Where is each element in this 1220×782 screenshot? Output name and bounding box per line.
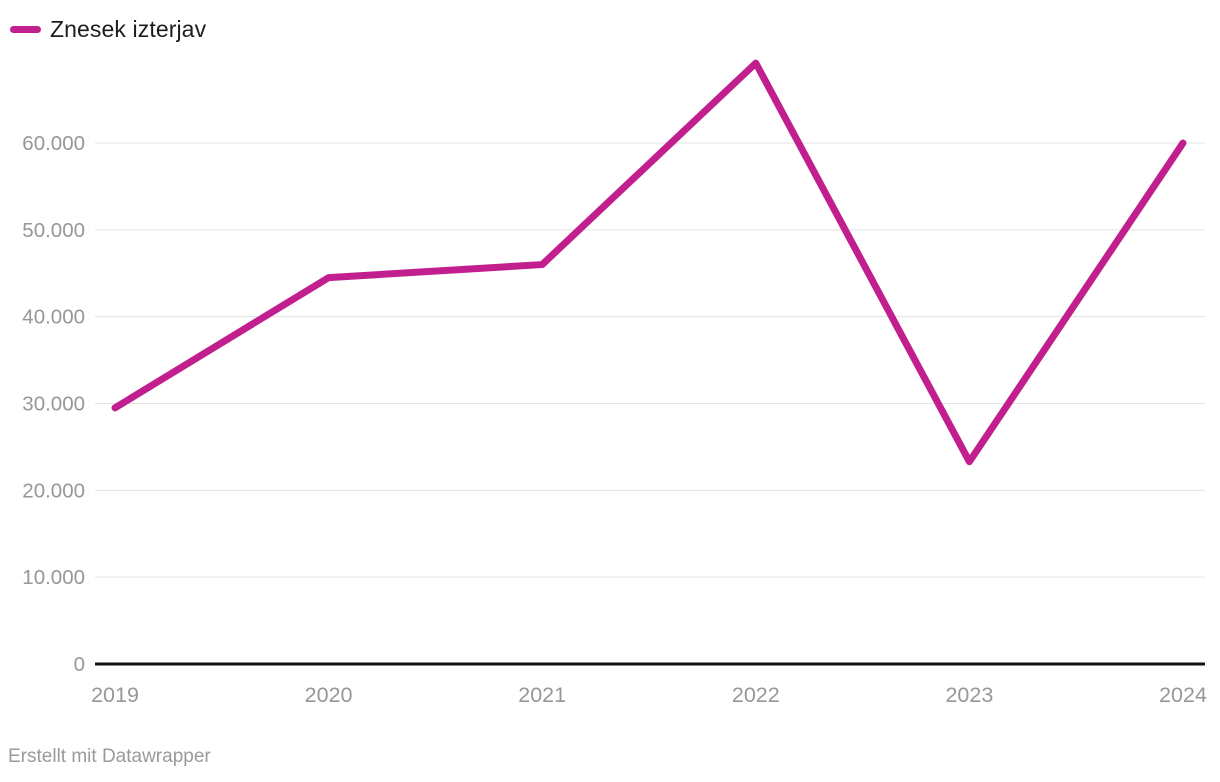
legend-line-swatch-icon xyxy=(10,25,41,33)
y-tick-label: 60.000 xyxy=(22,132,85,155)
y-tick-label: 50.000 xyxy=(22,219,85,242)
attribution-footer: Erstellt mit Datawrapper xyxy=(8,746,211,768)
x-tick-label: 2020 xyxy=(305,683,353,707)
x-tick-label: 2024 xyxy=(1159,683,1207,707)
x-tick-label: 2023 xyxy=(945,683,993,707)
y-tick-label: 40.000 xyxy=(22,306,85,329)
data-line-znesek-izterjav xyxy=(111,59,1187,466)
legend: Znesek izterjav xyxy=(10,16,206,42)
y-tick-label: 0 xyxy=(74,653,85,676)
datawrapper-attribution-link[interactable]: Erstellt mit Datawrapper xyxy=(8,746,211,767)
x-tick-label: 2019 xyxy=(91,683,139,707)
legend-series-label: Znesek izterjav xyxy=(50,15,207,42)
y-tick-label: 10.000 xyxy=(22,566,85,589)
x-tick-label: 2021 xyxy=(518,683,566,707)
x-tick-label: 2022 xyxy=(732,683,780,707)
y-tick-label: 20.000 xyxy=(22,479,85,502)
y-tick-label: 30.000 xyxy=(22,393,85,416)
